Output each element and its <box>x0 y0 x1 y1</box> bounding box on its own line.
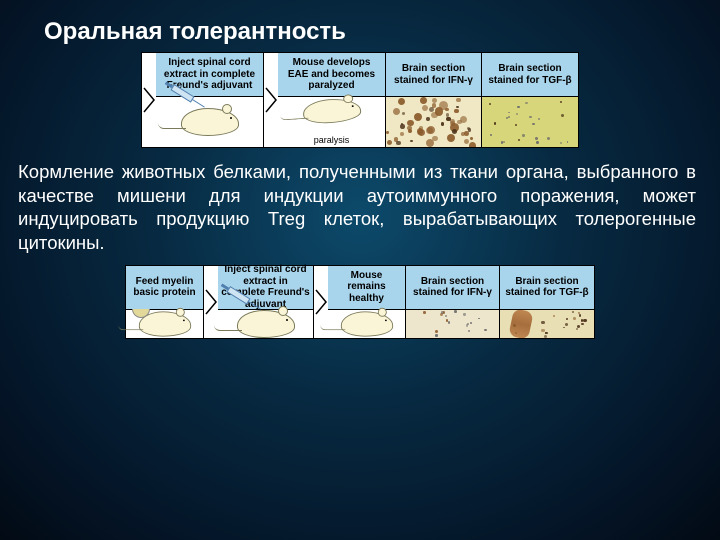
panel-ifn: Brain section stained for IFN-γ <box>386 53 482 147</box>
histology-tgf <box>482 97 578 147</box>
mouse-illustration <box>181 108 239 136</box>
mouse-illustration <box>302 97 362 125</box>
diagram-row-2: Feed myelin basic protein Inject spinal … <box>0 265 720 339</box>
histology-ifn-2 <box>406 310 499 338</box>
panel-header: Brain section stained for IFN-γ <box>386 53 481 97</box>
panel-paralysis: Mouse develops EAE and becomes paralyzed… <box>278 53 386 147</box>
panel-body <box>156 97 263 147</box>
panel-header: Mouse remains healthy <box>328 266 405 310</box>
panel-header: Mouse develops EAE and becomes paralyzed <box>278 53 385 97</box>
panel-header: Brain section stained for TGF-β <box>500 266 594 310</box>
panel-inject: Inject spinal cord extract in complete F… <box>156 53 264 147</box>
panel-body: paralysis <box>278 97 385 147</box>
panel-tgf: Brain section stained for TGF-β <box>482 53 578 147</box>
histology-tgf-2 <box>500 310 594 338</box>
body-paragraph: Кормление животных белками, полученными … <box>0 148 720 265</box>
panel-body <box>328 310 405 338</box>
arrow-icon <box>264 53 278 147</box>
panel-body <box>218 310 313 338</box>
panel-healthy: Mouse remains healthy <box>328 266 406 338</box>
mouse-illustration <box>237 310 295 338</box>
histology-ifn <box>386 97 481 147</box>
arrow-icon <box>142 53 156 147</box>
panel-body <box>126 310 203 338</box>
panel-ifn-2: Brain section stained for IFN-γ <box>406 266 500 338</box>
panel-header: Brain section stained for IFN-γ <box>406 266 499 310</box>
diagram-row-1: Inject spinal cord extract in complete F… <box>0 52 720 148</box>
panel-header: Feed myelin basic protein <box>126 266 203 310</box>
panel-inject-2: Inject spinal cord extract in complete F… <box>218 266 314 338</box>
caption: paralysis <box>314 133 350 147</box>
mouse-illustration <box>340 311 392 336</box>
panel-feed: Feed myelin basic protein <box>126 266 204 338</box>
panel-header: Brain section stained for TGF-β <box>482 53 578 97</box>
slide-title: Оральная толерантность <box>0 0 720 46</box>
panel-tgf-2: Brain section stained for TGF-β <box>500 266 594 338</box>
